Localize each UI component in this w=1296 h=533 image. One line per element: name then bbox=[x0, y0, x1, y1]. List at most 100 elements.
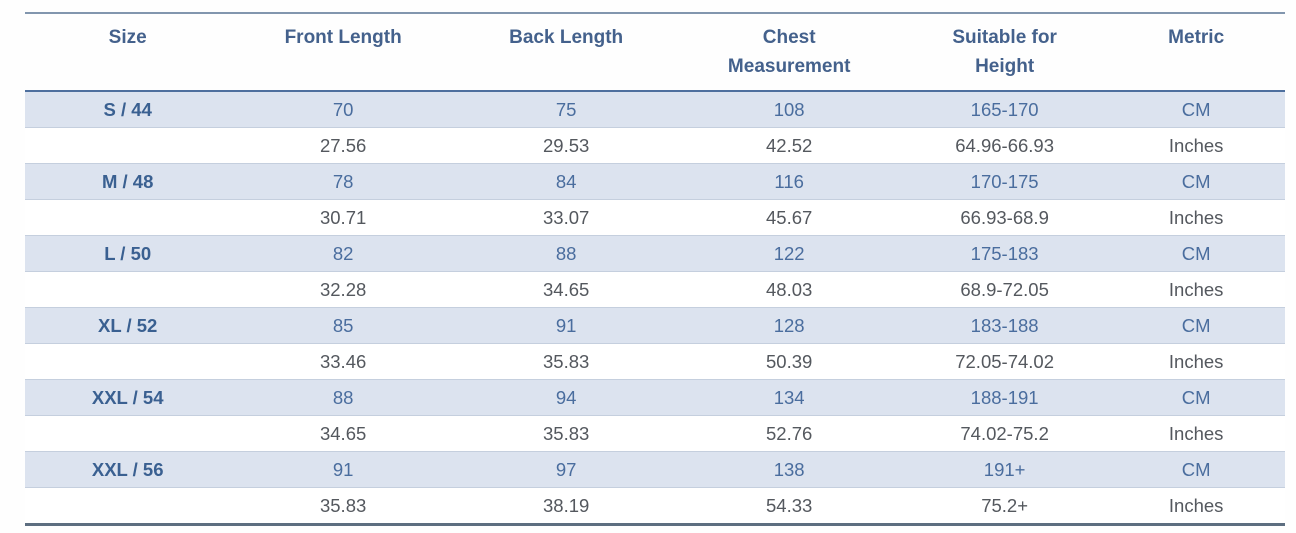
value-cell: 88 bbox=[555, 242, 577, 264]
value-cell: 170-175 bbox=[970, 170, 1039, 192]
table-body: S / 44 70 75 108 165-170 CM 27.56 29.53 42.52 64.… bbox=[25, 90, 1285, 525]
value-cell: Inches bbox=[1168, 422, 1224, 444]
value-cell: 108 bbox=[773, 98, 805, 120]
value-cell: 84 bbox=[555, 170, 577, 192]
value-cell: 48.03 bbox=[766, 278, 813, 300]
value-cell: 91 bbox=[332, 458, 354, 480]
value-cell: 35.83 bbox=[319, 494, 367, 516]
column-header-label: Suitable for Height bbox=[952, 27, 1057, 78]
value-cell: 122 bbox=[773, 242, 805, 264]
column-header-suitable-for-height: Suitable for Height bbox=[902, 13, 1107, 91]
value-cell: 50.39 bbox=[766, 350, 813, 372]
table-row-inches: 27.56 29.53 42.52 64.96-66.93 Inches bbox=[25, 127, 1285, 164]
column-header-back-length: Back Length bbox=[456, 13, 677, 91]
value-cell: Inches bbox=[1168, 350, 1224, 372]
value-cell: 72.05-74.02 bbox=[955, 350, 1054, 372]
table-row-cm: XL / 52 85 91 128 183-188 CM bbox=[25, 307, 1285, 344]
value-cell: 88 bbox=[332, 386, 354, 408]
value-cell: CM bbox=[1181, 314, 1211, 336]
size-label-cell: XXL / 56 bbox=[91, 458, 164, 480]
column-header-label: Front Length bbox=[284, 27, 402, 48]
value-cell: 33.07 bbox=[543, 206, 590, 228]
column-header-size: Size bbox=[25, 13, 230, 91]
column-header-label: Back Length bbox=[509, 27, 624, 48]
value-cell: 128 bbox=[773, 314, 805, 336]
size-label-cell: L / 50 bbox=[104, 242, 152, 264]
value-cell: Inches bbox=[1168, 134, 1224, 156]
value-cell: 29.53 bbox=[543, 134, 590, 156]
table-row-inches: 32.28 34.65 48.03 68.9-72.05 Inches bbox=[25, 271, 1285, 308]
value-cell: Inches bbox=[1168, 494, 1224, 516]
value-cell: 165-170 bbox=[970, 98, 1039, 120]
value-cell: 38.19 bbox=[543, 494, 590, 516]
column-header-label: Metric bbox=[1168, 27, 1225, 48]
table-row-cm: XXL / 54 88 94 134 188-191 CM bbox=[25, 379, 1285, 416]
size-label-cell: XXL / 54 bbox=[91, 386, 164, 408]
value-cell: 91 bbox=[555, 314, 577, 336]
value-cell: 27.56 bbox=[319, 134, 367, 156]
header-row: Size Front Length Back Length Chest Measure… bbox=[25, 13, 1285, 91]
value-cell: 82 bbox=[332, 242, 354, 264]
table-row-cm: M / 48 78 84 116 170-175 CM bbox=[25, 163, 1285, 200]
size-label-cell bbox=[25, 127, 230, 163]
value-cell: 64.96-66.93 bbox=[955, 134, 1054, 156]
column-header-chest-measurement: Chest Measurement bbox=[676, 13, 902, 91]
size-label-cell bbox=[25, 487, 230, 524]
value-cell: CM bbox=[1181, 98, 1211, 120]
value-cell: 68.9-72.05 bbox=[960, 278, 1049, 300]
value-cell: 42.52 bbox=[766, 134, 813, 156]
value-cell: 52.76 bbox=[766, 422, 813, 444]
value-cell: 74.02-75.2 bbox=[960, 422, 1049, 444]
value-cell: 183-188 bbox=[970, 314, 1039, 336]
value-cell: 32.28 bbox=[319, 278, 367, 300]
value-cell: 34.65 bbox=[319, 422, 367, 444]
value-cell: Inches bbox=[1168, 206, 1224, 228]
size-label-cell bbox=[25, 199, 230, 235]
value-cell: 97 bbox=[555, 458, 577, 480]
value-cell: 66.93-68.9 bbox=[960, 206, 1049, 228]
column-header-front-length: Front Length bbox=[230, 13, 456, 91]
value-cell: 175-183 bbox=[970, 242, 1039, 264]
value-cell: 33.46 bbox=[319, 350, 367, 372]
column-header-label: Chest Measurement bbox=[727, 27, 851, 78]
value-cell: CM bbox=[1181, 170, 1211, 192]
value-cell: 191+ bbox=[983, 458, 1026, 480]
size-label-cell bbox=[25, 271, 230, 307]
table-row-cm: S / 44 70 75 108 165-170 CM bbox=[25, 90, 1285, 128]
value-cell: 75.2+ bbox=[981, 494, 1029, 516]
size-chart-table: Size Front Length Back Length Chest Measure… bbox=[25, 12, 1285, 526]
value-cell: Inches bbox=[1168, 278, 1224, 300]
value-cell: 30.71 bbox=[319, 206, 367, 228]
size-label-cell bbox=[25, 415, 230, 451]
size-label-cell: S / 44 bbox=[103, 98, 152, 120]
column-header-label: Size bbox=[108, 27, 147, 48]
table-row-inches: 34.65 35.83 52.76 74.02-75.2 Inches bbox=[25, 415, 1285, 452]
value-cell: 35.83 bbox=[543, 350, 590, 372]
value-cell: 34.65 bbox=[543, 278, 590, 300]
value-cell: 54.33 bbox=[766, 494, 813, 516]
table-row-inches: 33.46 35.83 50.39 72.05-74.02 Inches bbox=[25, 343, 1285, 380]
value-cell: 85 bbox=[332, 314, 354, 336]
value-cell: CM bbox=[1181, 242, 1211, 264]
table-row-inches: 30.71 33.07 45.67 66.93-68.9 Inches bbox=[25, 199, 1285, 236]
value-cell: 75 bbox=[555, 98, 577, 120]
size-label-cell bbox=[25, 343, 230, 379]
value-cell: 116 bbox=[774, 170, 804, 192]
table-row-cm: L / 50 82 88 122 175-183 CM bbox=[25, 235, 1285, 272]
value-cell: 45.67 bbox=[766, 206, 813, 228]
size-label-cell: M / 48 bbox=[101, 170, 154, 192]
size-label-cell: XL / 52 bbox=[98, 314, 158, 336]
column-header-metric: Metric bbox=[1107, 13, 1285, 91]
table-row-inches: 35.83 38.19 54.33 75.2+ Inches bbox=[25, 487, 1285, 525]
value-cell: 134 bbox=[773, 386, 805, 408]
value-cell: 188-191 bbox=[970, 386, 1039, 408]
value-cell: 78 bbox=[332, 170, 354, 192]
value-cell: 70 bbox=[332, 98, 354, 120]
table-row-cm: XXL / 56 91 97 138 191+ CM bbox=[25, 451, 1285, 488]
value-cell: 138 bbox=[773, 458, 805, 480]
value-cell: CM bbox=[1181, 386, 1211, 408]
value-cell: 94 bbox=[555, 386, 577, 408]
value-cell: CM bbox=[1181, 458, 1211, 480]
value-cell: 35.83 bbox=[543, 422, 590, 444]
